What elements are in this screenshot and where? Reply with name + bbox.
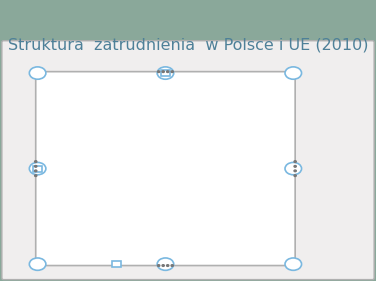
Bar	[63, 222, 87, 250]
Bar	[143, 186, 167, 250]
Bar	[88, 242, 112, 250]
Bar	[248, 104, 271, 250]
Text: Struktura  zatrudnienia  w Polsce i UE (2010): Struktura zatrudnienia w Polsce i UE (20…	[8, 38, 368, 53]
Legend: Polska, UE: Polska, UE	[298, 147, 356, 182]
Bar	[168, 194, 192, 250]
Bar	[222, 128, 246, 250]
